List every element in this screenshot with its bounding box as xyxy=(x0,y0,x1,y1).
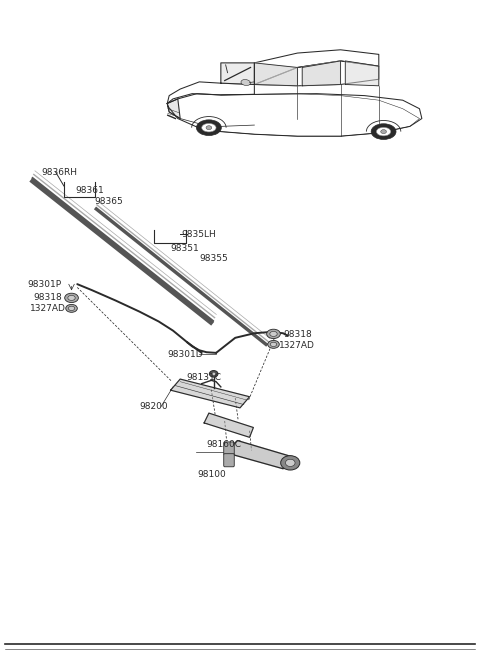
Text: 98351: 98351 xyxy=(170,243,199,253)
Polygon shape xyxy=(254,61,379,86)
Text: 1327AD: 1327AD xyxy=(279,341,315,350)
Ellipse shape xyxy=(209,371,218,377)
Polygon shape xyxy=(225,441,295,469)
Ellipse shape xyxy=(206,126,212,130)
Text: 98318: 98318 xyxy=(33,293,62,302)
Ellipse shape xyxy=(281,456,300,470)
FancyBboxPatch shape xyxy=(224,454,234,467)
Text: 98301D: 98301D xyxy=(167,350,203,359)
Ellipse shape xyxy=(371,124,396,140)
Ellipse shape xyxy=(376,127,391,136)
Ellipse shape xyxy=(212,372,216,375)
Polygon shape xyxy=(254,50,379,85)
Ellipse shape xyxy=(286,459,295,466)
Text: 98355: 98355 xyxy=(199,254,228,263)
Ellipse shape xyxy=(241,79,251,85)
Text: 98200: 98200 xyxy=(140,402,168,411)
Text: 98100: 98100 xyxy=(197,470,226,479)
Polygon shape xyxy=(170,379,250,408)
Text: 9836RH: 9836RH xyxy=(41,168,77,176)
Ellipse shape xyxy=(68,295,75,300)
Polygon shape xyxy=(221,63,254,85)
Ellipse shape xyxy=(68,306,75,310)
Polygon shape xyxy=(302,61,340,86)
Text: 98131C: 98131C xyxy=(186,373,221,382)
Ellipse shape xyxy=(270,331,277,337)
Polygon shape xyxy=(254,63,298,86)
Polygon shape xyxy=(204,413,253,438)
Text: 98160C: 98160C xyxy=(206,440,241,449)
Ellipse shape xyxy=(267,329,280,338)
Text: 98318: 98318 xyxy=(283,330,312,339)
Polygon shape xyxy=(167,99,180,119)
Ellipse shape xyxy=(268,340,279,348)
Ellipse shape xyxy=(196,120,221,136)
Text: 98361: 98361 xyxy=(75,186,104,195)
Polygon shape xyxy=(167,82,254,104)
Ellipse shape xyxy=(202,123,216,132)
Polygon shape xyxy=(345,61,379,86)
Text: 9835LH: 9835LH xyxy=(181,230,216,239)
Ellipse shape xyxy=(381,130,386,134)
FancyBboxPatch shape xyxy=(224,442,234,455)
Ellipse shape xyxy=(66,304,77,312)
Ellipse shape xyxy=(270,342,276,346)
Text: 1327AD: 1327AD xyxy=(30,304,66,313)
Text: 98365: 98365 xyxy=(94,197,123,206)
Ellipse shape xyxy=(65,293,78,302)
Polygon shape xyxy=(221,94,420,136)
Text: 98301P: 98301P xyxy=(27,279,61,289)
